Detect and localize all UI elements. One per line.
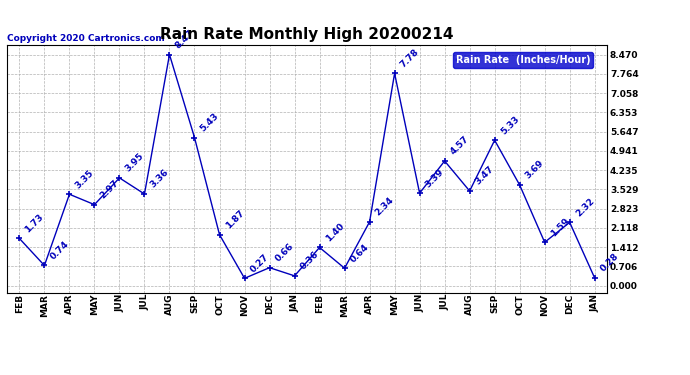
Text: 0.27: 0.27	[248, 252, 270, 274]
Text: 5.33: 5.33	[499, 114, 521, 136]
Text: 1.59: 1.59	[549, 216, 571, 238]
Title: Rain Rate Monthly High 20200214: Rain Rate Monthly High 20200214	[160, 27, 454, 42]
Text: 0.64: 0.64	[348, 242, 371, 264]
Text: 7.78: 7.78	[399, 47, 421, 69]
Text: 3.39: 3.39	[424, 167, 446, 189]
Text: 1.73: 1.73	[23, 212, 46, 234]
Text: 5.43: 5.43	[199, 111, 221, 134]
Text: 0.74: 0.74	[48, 239, 70, 261]
Text: 3.69: 3.69	[524, 159, 546, 181]
Text: 4.57: 4.57	[448, 135, 471, 157]
Legend: Rain Rate  (Inches/Hour): Rain Rate (Inches/Hour)	[453, 53, 593, 68]
Text: 3.95: 3.95	[124, 152, 146, 174]
Text: 2.97: 2.97	[99, 178, 121, 201]
Text: 8.47: 8.47	[174, 28, 196, 50]
Text: 2.34: 2.34	[374, 195, 396, 217]
Text: Copyright 2020 Cartronics.com: Copyright 2020 Cartronics.com	[7, 33, 165, 42]
Text: 0.28: 0.28	[599, 252, 621, 274]
Text: 3.35: 3.35	[74, 168, 96, 190]
Text: 0.66: 0.66	[274, 242, 295, 264]
Text: 2.32: 2.32	[574, 196, 596, 218]
Text: 1.40: 1.40	[324, 221, 346, 243]
Text: 3.47: 3.47	[474, 165, 496, 187]
Text: 0.36: 0.36	[299, 250, 321, 272]
Text: 3.36: 3.36	[148, 168, 170, 190]
Text: 1.87: 1.87	[224, 209, 246, 231]
